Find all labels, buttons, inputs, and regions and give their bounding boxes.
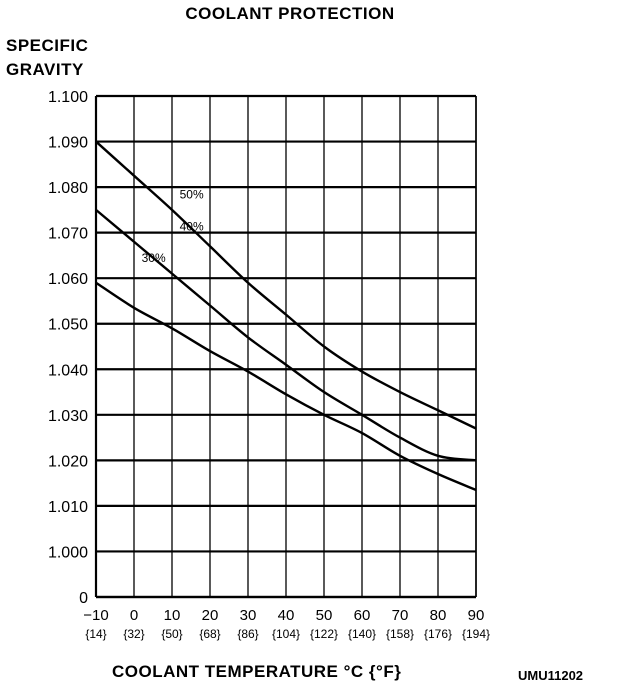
x-tick-label: 0: [130, 607, 138, 624]
y-tick-label: 1.040: [48, 362, 88, 379]
x-tick-label-fahrenheit: {104}: [272, 627, 300, 641]
x-tick-label: 60: [354, 607, 371, 624]
series-label-50pct: 50%: [180, 187, 204, 201]
x-tick-label-fahrenheit: {68}: [199, 627, 220, 641]
x-tick-label: 30: [240, 607, 257, 624]
y-tick-label: 1.000: [48, 544, 88, 561]
x-tick-label: 10: [164, 607, 181, 624]
y-tick-label: 1.090: [48, 135, 88, 152]
y-tick-label: 1.050: [48, 317, 88, 334]
series-label-30pct: 30%: [142, 251, 166, 265]
y-tick-label: 1.020: [48, 453, 88, 470]
tick-layer: 1.100 1.090 1.080 1.070 1.060 1.050 1.040 1.030…: [48, 89, 490, 641]
y-tick-label: 0: [79, 590, 88, 607]
x-tick-label: 20: [202, 607, 219, 624]
x-tick-label: 80: [430, 607, 447, 624]
label-layer: 50% 40% 30%: [142, 187, 204, 265]
series-layer: [95, 140, 477, 492]
y-tick-label: 1.080: [48, 180, 88, 197]
x-tick-label: 70: [392, 607, 409, 624]
grid-layer: [94, 94, 477, 599]
figure-code: UMU11202: [518, 668, 584, 683]
x-tick-label-fahrenheit: {32}: [123, 627, 144, 641]
x-tick-label-fahrenheit: {86}: [237, 627, 258, 641]
series-label-40pct: 40%: [180, 219, 204, 233]
y-tick-label: 1.010: [48, 499, 88, 516]
x-axis-label: COOLANT TEMPERATURE °C {°F}: [112, 662, 402, 681]
y-axis-label-line-1: SPECIFIC: [6, 36, 89, 55]
x-tick-label: −10: [83, 607, 108, 624]
series-line-40pct: [95, 208, 477, 462]
x-tick-label-fahrenheit: {158}: [386, 627, 414, 641]
x-tick-label-fahrenheit: {176}: [424, 627, 452, 641]
y-tick-label: 1.060: [48, 271, 88, 288]
x-tick-label-fahrenheit: {14}: [85, 627, 106, 641]
y-axis-label-line-2: GRAVITY: [6, 60, 84, 79]
x-tick-label-fahrenheit: {50}: [161, 627, 182, 641]
y-tick-label: 1.030: [48, 408, 88, 425]
x-tick-label: 90: [468, 607, 485, 624]
y-tick-label: 1.100: [48, 89, 88, 106]
chart-title: COOLANT PROTECTION: [185, 4, 395, 23]
series-line-30pct: [95, 281, 477, 492]
x-tick-label-fahrenheit: {140}: [348, 627, 376, 641]
x-tick-label: 50: [316, 607, 333, 624]
x-tick-label-fahrenheit: {122}: [310, 627, 338, 641]
series-line-50pct: [95, 140, 477, 430]
x-tick-label: 40: [278, 607, 295, 624]
y-tick-label: 1.070: [48, 226, 88, 243]
x-tick-label-fahrenheit: {194}: [462, 627, 490, 641]
